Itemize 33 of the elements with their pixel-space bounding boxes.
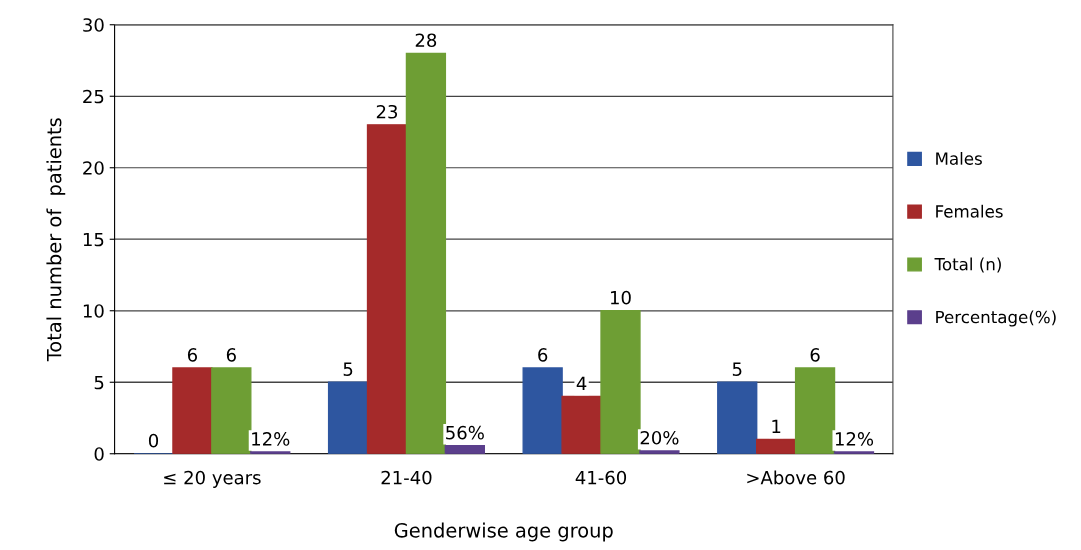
y-tick-label: 15 <box>83 232 104 247</box>
data-label: 1 <box>772 419 781 433</box>
data-label: 56% <box>446 425 484 440</box>
data-label: 12% <box>252 432 290 446</box>
y-tick-label: 20 <box>83 161 104 175</box>
data-label: 6 <box>187 348 198 362</box>
legend-label: Males <box>936 151 982 165</box>
data-label: 6 <box>810 348 820 362</box>
data-label: 5 <box>732 362 742 376</box>
y-tick-label: 0 <box>94 447 104 461</box>
data-label: 5 <box>343 362 353 376</box>
legend-label: Total (n) <box>934 257 1001 273</box>
data-label: 4 <box>576 376 587 391</box>
data-label: 6 <box>226 348 236 362</box>
data-label: 12% <box>835 432 874 446</box>
data-label: 23 <box>376 104 398 119</box>
x-axis-title: Genderwise age group <box>394 522 613 542</box>
legend-label: Percentage(%) <box>936 310 1056 327</box>
x-tick-label: 21-40 <box>381 470 432 485</box>
y-tick-label: 10 <box>83 304 104 318</box>
data-label: 0 <box>148 433 159 448</box>
legend-label: Females <box>936 204 1003 218</box>
x-tick-label: 41-60 <box>575 470 627 485</box>
data-label: 10 <box>610 290 631 305</box>
data-label: 28 <box>415 33 437 48</box>
y-tick-label: 25 <box>83 89 104 104</box>
data-label: 20% <box>640 430 679 445</box>
x-tick-label: >Above 60 <box>747 470 845 485</box>
y-tick-label: 30 <box>83 18 104 32</box>
y-axis-title: Total number of patients <box>46 118 66 362</box>
x-tick-label: ≤ 20 years <box>164 470 261 488</box>
data-label: 6 <box>538 348 548 362</box>
y-tick-label: 5 <box>94 375 104 390</box>
